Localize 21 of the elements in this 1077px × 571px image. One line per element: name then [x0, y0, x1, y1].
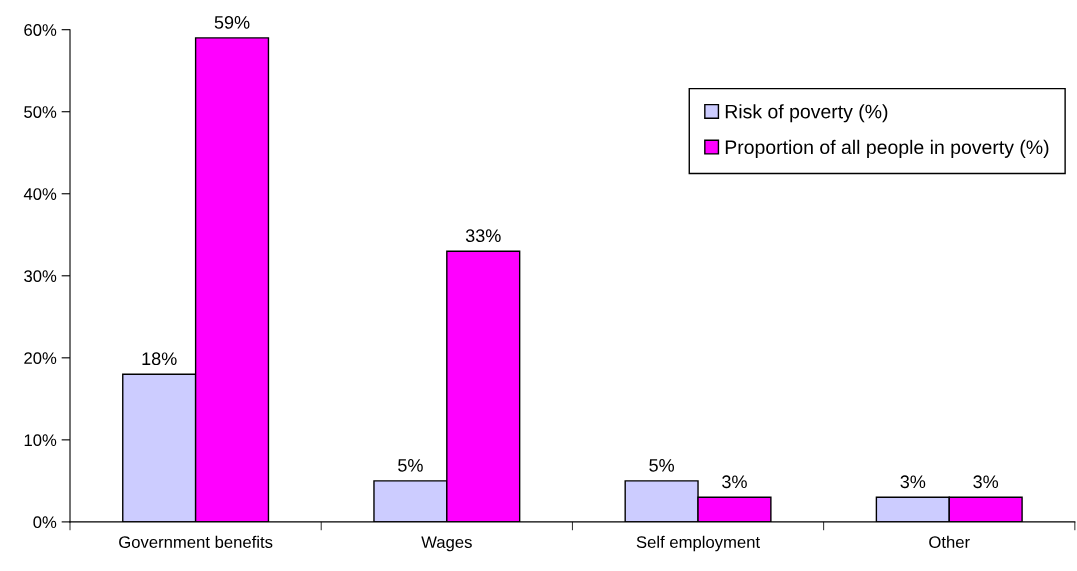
- data-label: 3%: [900, 475, 926, 489]
- data-label: 3%: [973, 475, 999, 489]
- data-label: 33%: [465, 229, 501, 243]
- y-tick-label: 60%: [24, 24, 57, 36]
- y-tick-label: 30%: [24, 270, 57, 282]
- data-label: 5%: [398, 459, 423, 472]
- x-tick-label: Other: [929, 535, 970, 549]
- data-label: 59%: [214, 15, 250, 29]
- y-tick-label: 10%: [24, 434, 57, 447]
- y-tick-label: 40%: [23, 188, 57, 200]
- legend-label: Proportion of all people in poverty (%): [725, 139, 1049, 158]
- x-tick-label: Government benefits: [119, 535, 273, 549]
- data-label: 18%: [142, 352, 177, 366]
- x-tick-label: Wages: [421, 536, 472, 552]
- y-tick-label: 20%: [24, 352, 57, 365]
- data-label: 5%: [649, 459, 675, 472]
- x-tick-label: Self employment: [636, 535, 760, 552]
- y-tick-label: 0%: [33, 516, 57, 529]
- data-label: 3%: [722, 475, 747, 489]
- legend-label: Risk of poverty (%): [725, 104, 888, 123]
- y-tick-label: 50%: [24, 106, 57, 118]
